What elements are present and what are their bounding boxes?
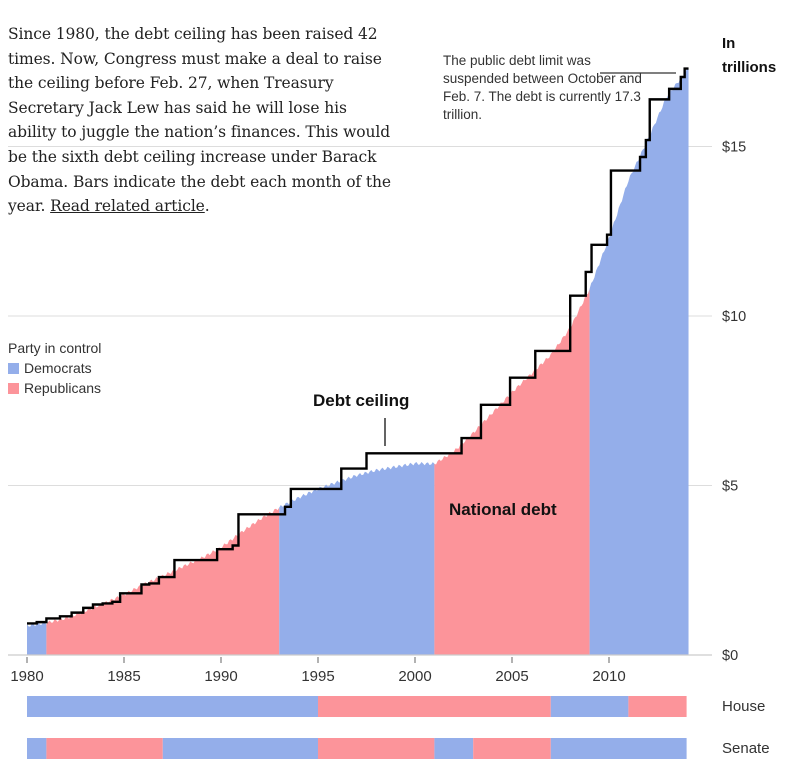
republicans-swatch (8, 382, 19, 394)
y-tick-label: $15 (722, 140, 746, 156)
y-axis: $0 $5 $10 $15 (722, 140, 746, 665)
x-tick-label: 2010 (592, 668, 625, 685)
debt-area-republican (434, 288, 590, 655)
senate-segment (162, 738, 318, 759)
senate-segment (46, 738, 163, 759)
democrats-swatch (8, 362, 19, 374)
debt-ceiling-line (27, 67, 689, 625)
legend: Party in control Democrats Republicans (8, 338, 101, 398)
debt-area-democrat (27, 621, 47, 655)
house-row-label: House (722, 698, 765, 715)
legend-label-republicans: Republicans (24, 380, 102, 396)
intro-suffix: . (204, 197, 210, 216)
debt-area (27, 68, 689, 655)
related-article-link[interactable]: Read related article (50, 197, 205, 216)
senate-segment (27, 738, 47, 759)
senate-segment (473, 738, 551, 759)
national-debt-label: National debt (449, 500, 557, 519)
legend-item-republicans: Republicans (8, 378, 101, 398)
debt-area-republican (46, 507, 280, 655)
x-axis: 1980 1985 1990 1995 2000 2005 2010 (8, 654, 712, 685)
house-segment (27, 696, 318, 717)
senate-segment (550, 738, 687, 759)
annotations: Debt ceiling National debt (313, 72, 676, 519)
x-tick-label: 1995 (301, 668, 334, 685)
house-segment (318, 696, 551, 717)
ceiling-layer (27, 67, 689, 625)
x-tick-label: 1990 (204, 668, 237, 685)
unit-label-line2: trillions (722, 59, 777, 76)
intro-text: Since 1980, the debt ceiling has been ra… (8, 25, 391, 216)
senate-segment (434, 738, 474, 759)
legend-label-democrats: Democrats (24, 360, 92, 376)
debt-area-democrat (279, 461, 435, 655)
y-tick-label: $10 (722, 309, 746, 325)
house-segment (550, 696, 629, 717)
x-tick-label: 2000 (398, 668, 431, 685)
y-tick-label: $5 (722, 479, 738, 495)
legend-title: Party in control (8, 340, 102, 356)
house-segment (628, 696, 687, 717)
intro-paragraph: Since 1980, the debt ceiling has been ra… (8, 22, 393, 219)
legend-item-democrats: Democrats (8, 358, 101, 378)
suspension-note: The public debt limit was suspended betw… (443, 53, 642, 122)
x-tick-label: 1980 (10, 668, 43, 685)
senate-segment (318, 738, 435, 759)
y-tick-label: $0 (722, 648, 738, 664)
senate-row-label: Senate (722, 740, 770, 757)
control-rows: House Senate (27, 696, 770, 759)
x-tick-label: 1985 (107, 668, 140, 685)
debt-area-democrat (589, 68, 689, 655)
x-tick-label: 2005 (495, 668, 528, 685)
debt-ceiling-label: Debt ceiling (313, 391, 409, 410)
unit-label-line1: In (722, 35, 736, 52)
unit-label: In trillions (722, 32, 776, 80)
